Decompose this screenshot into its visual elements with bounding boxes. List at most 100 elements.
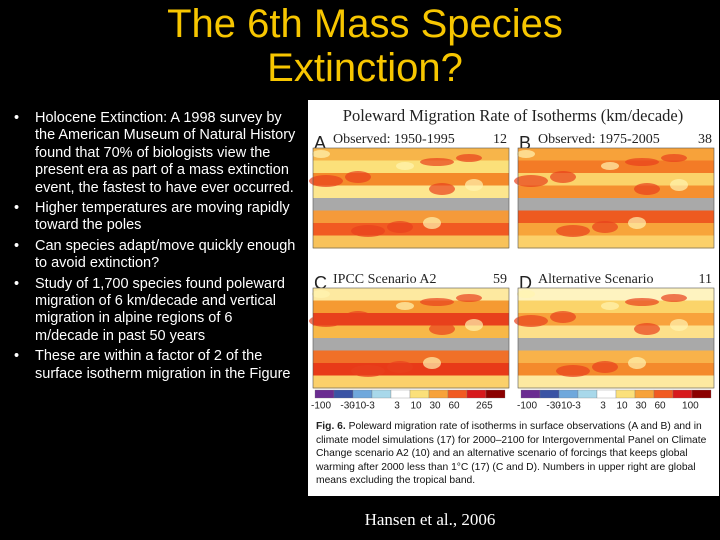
map-band: [518, 338, 714, 351]
map-band: [518, 210, 714, 224]
colorbar-swatch: [615, 389, 636, 399]
map-patch: [517, 290, 535, 298]
map-patch: [556, 365, 590, 377]
map-patch: [550, 171, 576, 183]
bullet: Holocene Extinction: A 1998 survey by th…: [14, 110, 299, 197]
colorbar-swatch: [520, 389, 541, 399]
colorbar-label: 3: [600, 401, 606, 412]
map-band: [313, 210, 509, 224]
colorbar-swatch: [314, 389, 335, 399]
bullet: These are within a factor of 2 of the su…: [14, 348, 299, 383]
panel-label: IPCC Scenario A2: [333, 272, 436, 287]
panel-value: 12: [493, 132, 507, 147]
colorbar-label: 3: [394, 401, 400, 412]
panel-label: Observed: 1950-1995: [333, 132, 455, 147]
bullet: Study of 1,700 species found poleward mi…: [14, 276, 299, 346]
figure: Poleward Migration Rate of Isotherms (km…: [308, 100, 719, 496]
map-band: [313, 325, 509, 339]
map-patch: [601, 302, 619, 310]
colorbar-label: 10: [616, 401, 628, 412]
figure-graphics: Poleward Migration Rate of Isotherms (km…: [309, 106, 715, 412]
map-patch: [423, 357, 441, 369]
colorbar-label: -10: [352, 401, 367, 412]
colorbar-swatch: [596, 389, 617, 399]
colorbar-swatch: [333, 389, 354, 399]
map-patch: [429, 183, 455, 195]
colorbar-label: 30: [635, 401, 647, 412]
map-patch: [456, 294, 482, 302]
colorbar-swatch: [352, 389, 373, 399]
map-frame: [517, 147, 715, 249]
map-frame: [517, 287, 715, 389]
colorbar-swatch: [485, 389, 506, 399]
colorbar-swatch: [634, 389, 655, 399]
colorbar-label: 100: [682, 401, 699, 412]
colorbar-label: 60: [654, 401, 666, 412]
map-patch: [429, 323, 455, 335]
map-patch: [670, 179, 688, 191]
colorbar-label: -3: [572, 401, 581, 412]
map-band: [518, 350, 714, 364]
map-patch: [312, 150, 330, 158]
map-band: [313, 235, 509, 249]
map-patch: [661, 294, 687, 302]
colorbar-swatch: [577, 389, 598, 399]
map-band: [518, 185, 714, 199]
map-patch: [601, 162, 619, 170]
panel-label: Alternative Scenario: [538, 272, 653, 287]
map-patch: [312, 290, 330, 298]
panel-value: 11: [699, 272, 712, 287]
bullet: Higher temperatures are moving rapidly t…: [14, 200, 299, 235]
map-patch: [592, 361, 618, 373]
bullet: Can species adapt/move quickly enough to…: [14, 238, 299, 273]
map-patch: [396, 162, 414, 170]
colorbar-swatch: [672, 389, 693, 399]
map-patch: [625, 158, 659, 166]
colorbar-swatch: [558, 389, 579, 399]
map-frame: [312, 147, 510, 249]
colorbar-swatch: [371, 389, 392, 399]
map-patch: [351, 365, 385, 377]
map-band: [518, 375, 714, 389]
map-patch: [514, 315, 548, 327]
map-patch: [634, 323, 660, 335]
map-patch: [517, 150, 535, 158]
credit: Hansen et al., 2006: [364, 510, 496, 529]
map-band: [313, 338, 509, 351]
map-band: [313, 185, 509, 199]
caption-label: Fig. 6.: [316, 421, 346, 432]
map-patch: [387, 361, 413, 373]
map-patch: [345, 171, 371, 183]
map-band: [518, 198, 714, 211]
colorbar-label: 30: [429, 401, 441, 412]
colorbar-swatch: [447, 389, 468, 399]
colorbar-swatch: [691, 389, 712, 399]
map-patch: [628, 357, 646, 369]
map-patch: [514, 175, 548, 187]
map-patch: [556, 225, 590, 237]
colorbar-label: -30: [546, 401, 561, 412]
panel-value: 59: [493, 272, 507, 287]
colorbar-swatch: [653, 389, 674, 399]
map-patch: [456, 154, 482, 162]
figure-caption: Fig. 6. Poleward migration rate of isoth…: [316, 420, 716, 488]
map-patch: [592, 221, 618, 233]
map-band: [518, 325, 714, 339]
colorbar-label: -100: [311, 401, 331, 412]
map-patch: [309, 175, 343, 187]
colorbar-label: -3: [366, 401, 375, 412]
map-patch: [628, 217, 646, 229]
map-band: [518, 235, 714, 249]
map-patch: [661, 154, 687, 162]
colorbar-swatch: [390, 389, 411, 399]
colorbar-label: -10: [558, 401, 573, 412]
map-patch: [625, 298, 659, 306]
panel-label: Observed: 1975-2005: [538, 132, 660, 147]
map-patch: [420, 158, 454, 166]
colorbar-swatch: [428, 389, 449, 399]
slide-title: The 6th Mass Species Extinction?: [167, 2, 563, 90]
colorbar-label: -100: [517, 401, 537, 412]
map-patch: [550, 311, 576, 323]
map-patch: [465, 319, 483, 331]
